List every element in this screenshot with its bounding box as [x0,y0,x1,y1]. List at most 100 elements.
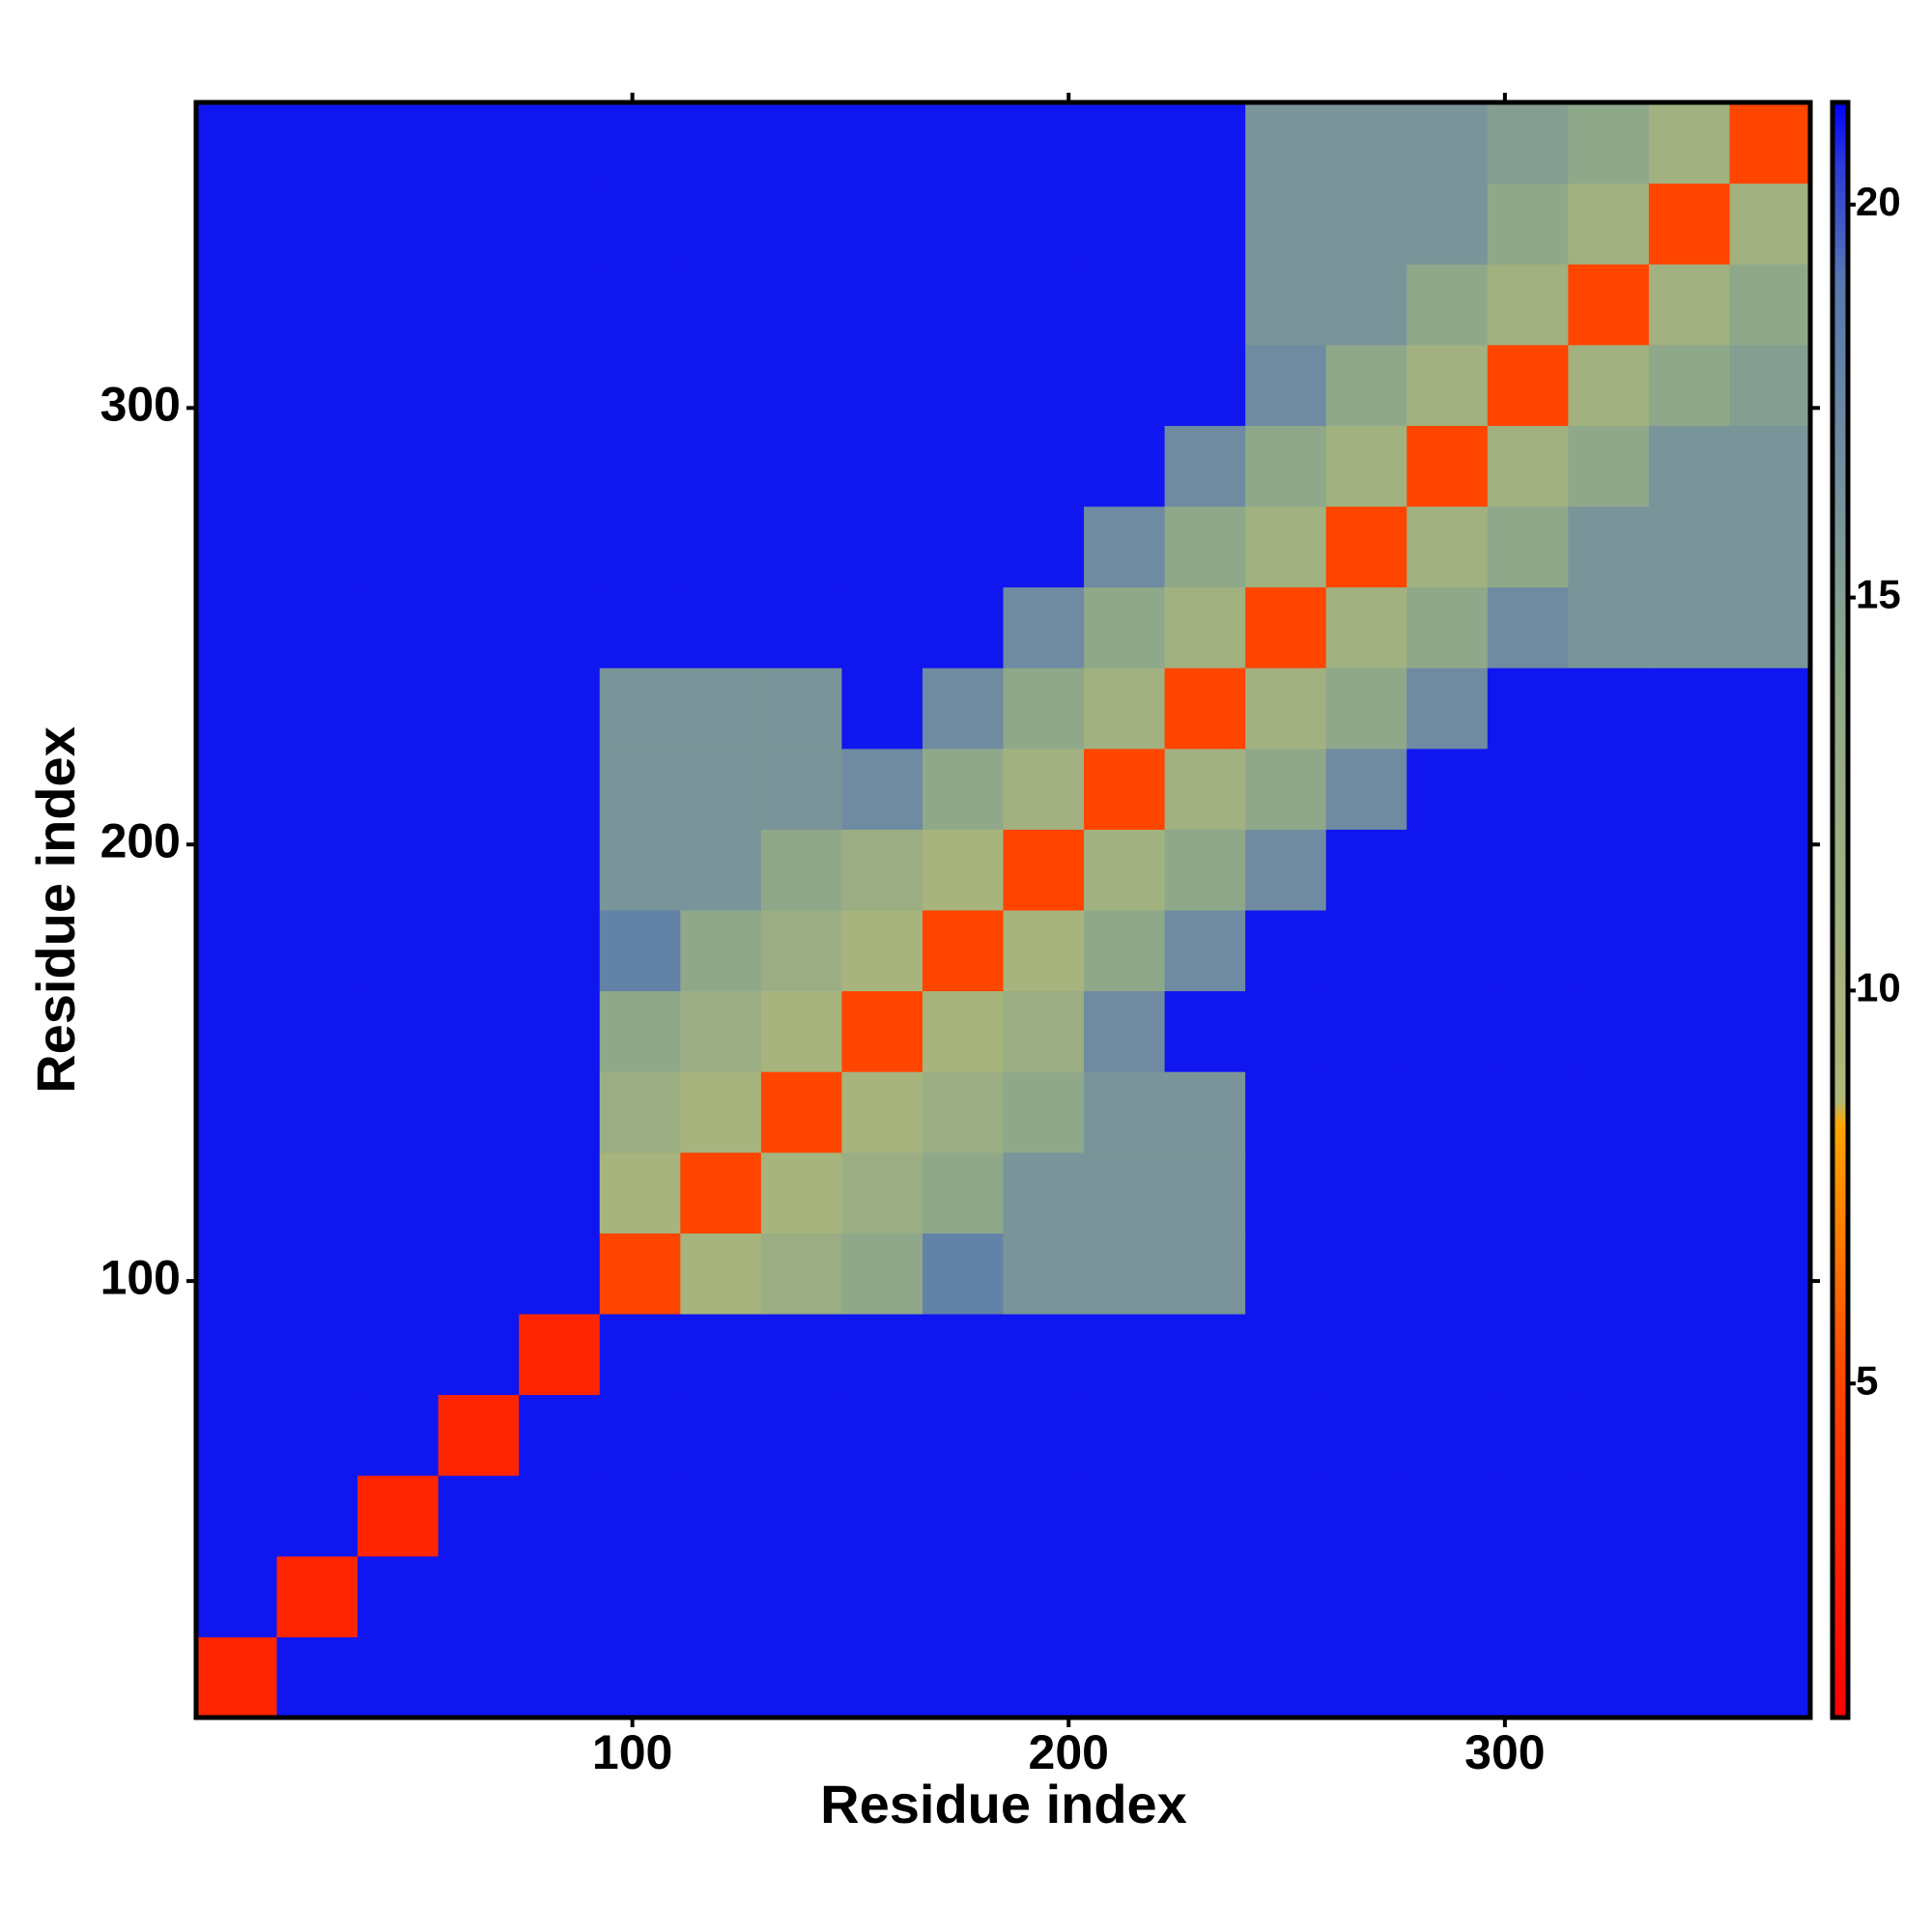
heat-cell [1406,506,1489,588]
heat-cell [519,183,601,265]
heat-cell [276,990,358,1072]
heat-cell [438,748,520,830]
heat-cell [599,829,681,911]
heat-cell [922,910,1004,992]
colorbar-tick-label: 5 [1856,1357,1878,1403]
heat-cell [1729,1314,1811,1396]
heat-cell [519,910,601,992]
heat-cell [1406,102,1489,185]
heat-cell [1648,990,1730,1072]
heat-cell [1084,910,1166,992]
heat-cell [1406,829,1489,911]
heat-cell [841,102,923,185]
heat-cell [1003,748,1085,830]
heat-cell [357,748,440,830]
heat-cell [1729,425,1811,507]
heat-cell [1003,668,1085,750]
heat-cell [357,183,440,265]
heat-cell [1568,1314,1650,1396]
heat-cell [599,1555,681,1637]
heat-cell [841,1475,923,1557]
heat-cell [438,1314,520,1396]
heat-cell [519,1475,601,1557]
heat-cell [438,1233,520,1315]
heat-cell [1406,1314,1489,1396]
heat-cell [760,1314,842,1396]
heat-cell [841,1636,923,1719]
heat-cell [680,829,762,911]
heat-cell [1084,1314,1166,1396]
heat-cell [1568,1394,1650,1476]
x-tick-label: 300 [1464,1725,1545,1779]
heat-cell [196,1151,278,1234]
heat-cell [1729,1636,1811,1719]
heat-cell [760,344,842,426]
heat-cell [760,102,842,185]
heat-cell [1084,1233,1166,1315]
heat-cell [1648,506,1730,588]
heat-cell [841,425,923,507]
heat-cell [1164,1475,1246,1557]
y-axis-title: Residue index [25,726,86,1094]
heat-cell [1164,344,1246,426]
heat-cell [1325,1475,1407,1557]
heat-cell [1164,829,1246,911]
heat-cell [196,910,278,992]
heat-cell [1568,586,1650,668]
heat-cell [1568,1475,1650,1557]
colorbar [1830,99,1851,1720]
heat-cell [1406,1555,1489,1637]
heat-cell [196,829,278,911]
heat-cell [1729,668,1811,750]
heat-cell [1245,1555,1327,1637]
heat-cell [1003,344,1085,426]
heat-cell [599,990,681,1072]
heat-cell [1245,910,1327,992]
heat-cell [1245,990,1327,1072]
heat-cell [922,344,1004,426]
heat-cell [519,990,601,1072]
colorbar-tick-label: 10 [1856,964,1901,1009]
heat-cell [1648,1233,1730,1315]
heat-cell [1164,1233,1246,1315]
heat-cell [1164,1394,1246,1476]
heat-cell [519,1071,601,1153]
heat-cell [1245,344,1327,426]
heat-cell [1406,1475,1489,1557]
heat-cell [357,990,440,1072]
heat-cell [1084,586,1166,668]
heat-cell [1245,183,1327,265]
heat-cell [196,1071,278,1153]
heat-cell [276,1071,358,1153]
heat-cell [1648,1151,1730,1234]
heat-cell [1487,668,1569,750]
heat-cell [1003,1555,1085,1637]
heat-cell [1003,1314,1085,1396]
heat-cell [276,1151,358,1234]
heat-cell [680,425,762,507]
heat-cell [196,748,278,830]
y-tick-label: 100 [100,1250,181,1304]
heat-cell [1325,344,1407,426]
heat-cell [1245,264,1327,346]
heat-cell [438,264,520,346]
heat-cell [599,748,681,830]
heat-cell [1164,425,1246,507]
heat-cell [760,264,842,346]
heat-cell [519,1636,601,1719]
heat-cell [1084,344,1166,426]
heat-cell [680,586,762,668]
heat-cell [841,829,923,911]
heat-cell [841,264,923,346]
heat-cell [276,183,358,265]
heat-cell [1245,668,1327,750]
heat-cell [196,1394,278,1476]
heat-cell [1568,910,1650,992]
colorbar-tick-label: 15 [1856,572,1901,617]
heat-cell [680,1636,762,1719]
heat-cell [519,1151,601,1234]
heat-cell [841,1151,923,1234]
heat-cell [922,748,1004,830]
heat-cell [357,425,440,507]
heat-cell [357,1314,440,1396]
